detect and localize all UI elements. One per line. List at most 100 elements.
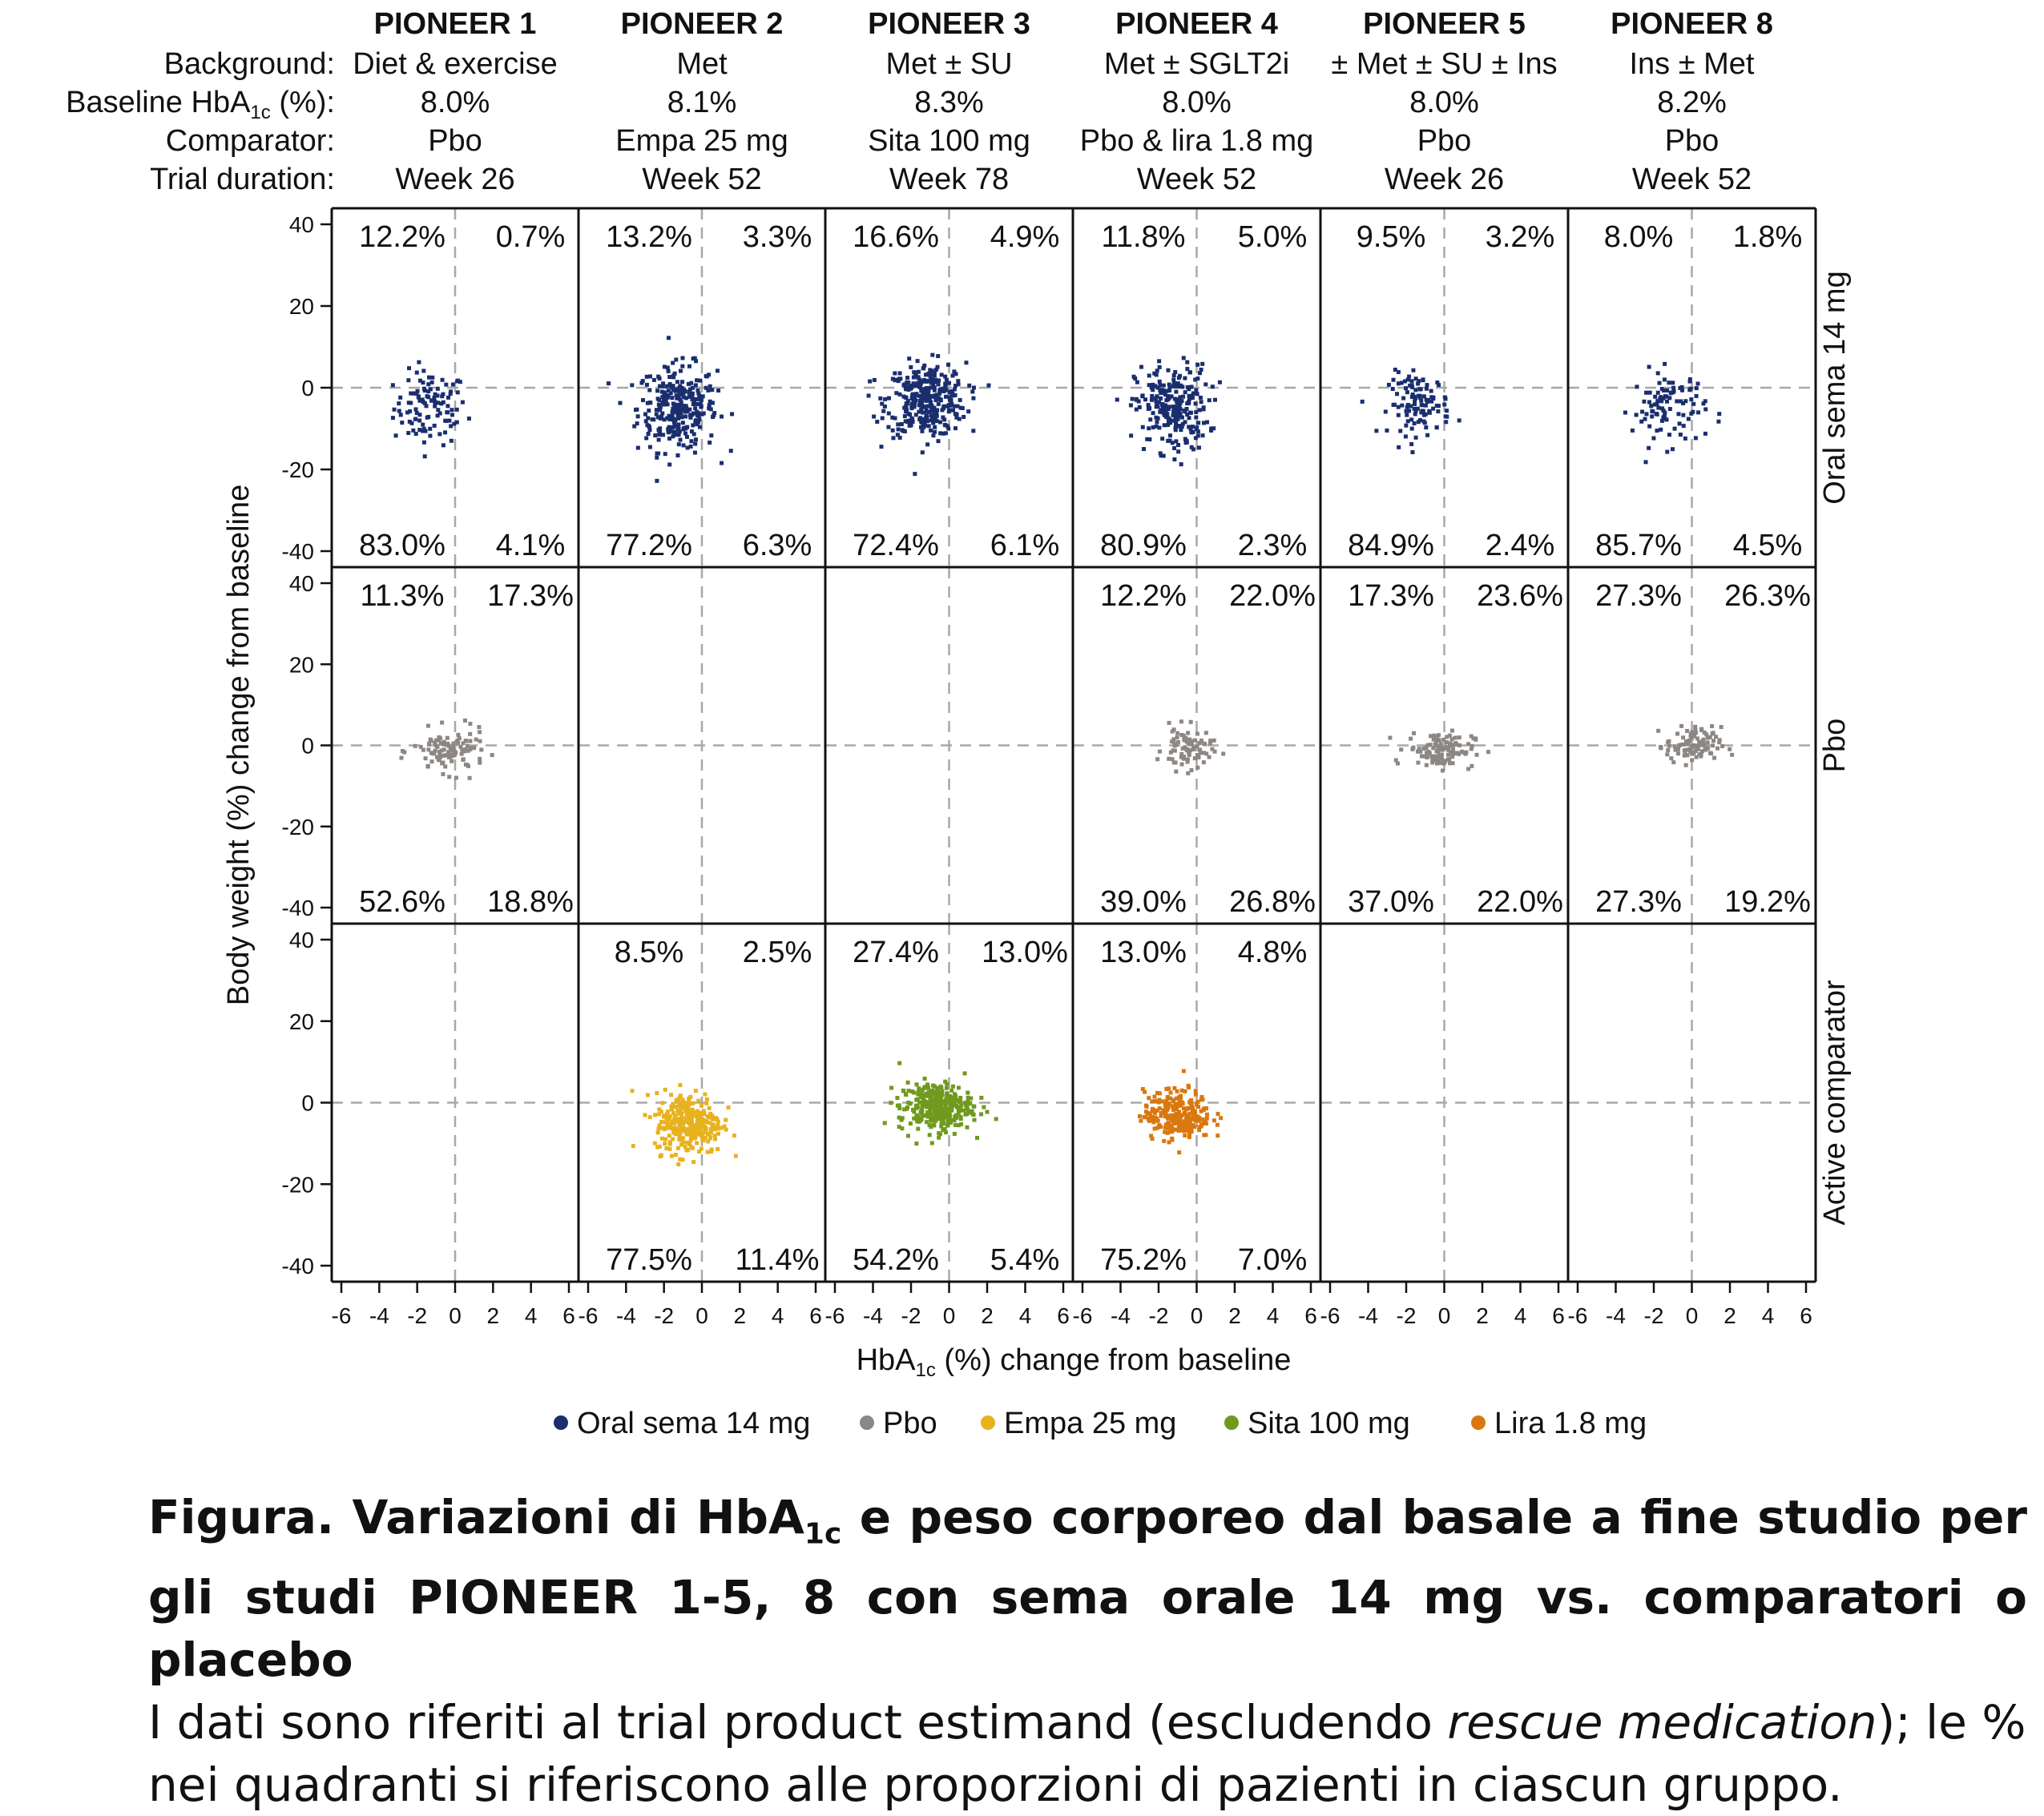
- scatter-point: [1644, 412, 1649, 417]
- scatter-point: [1704, 732, 1709, 737]
- scatter-point: [1448, 741, 1453, 746]
- scatter-point: [478, 756, 482, 761]
- scatter-point: [1693, 749, 1698, 754]
- scatter-point: [1172, 1127, 1177, 1132]
- scatter-point: [1686, 417, 1691, 421]
- quadrant-label-bottom-left: 77.2%: [606, 529, 692, 562]
- scatter-point: [420, 397, 425, 402]
- scatter-point: [699, 1103, 704, 1108]
- scatter-point: [936, 354, 941, 359]
- scatter-point: [936, 1116, 941, 1121]
- scatter-point: [966, 409, 971, 414]
- header-label-comparator: Comparator:: [166, 124, 335, 158]
- scatter-point: [666, 336, 671, 340]
- scatter-point: [1190, 425, 1195, 429]
- scatter-point: [1195, 425, 1199, 430]
- scatter-point: [674, 433, 679, 437]
- scatter-point: [693, 1089, 698, 1093]
- scatter-point: [414, 410, 419, 415]
- scatter-point: [939, 1101, 944, 1105]
- x-axis-title-prefix: HbA: [857, 1343, 917, 1377]
- scatter-point: [694, 1132, 699, 1137]
- scatter-point: [692, 1136, 697, 1141]
- scatter-point: [1140, 393, 1145, 398]
- scatter-point: [868, 379, 873, 384]
- scatter-point: [1661, 409, 1666, 413]
- scatter-point: [1424, 763, 1429, 767]
- scatter-point: [897, 392, 902, 397]
- scatter-point: [917, 409, 921, 414]
- x-tick-label: -4: [863, 1303, 883, 1328]
- scatter-point: [450, 382, 455, 387]
- scatter-point: [405, 410, 410, 415]
- scatter-point: [947, 397, 952, 402]
- scatter-point: [666, 384, 671, 389]
- legend-item-oral-sema-14-mg: Oral sema 14 mg: [554, 1407, 810, 1440]
- scatter-point: [421, 400, 425, 405]
- scatter-point: [654, 412, 659, 417]
- scatter-point: [920, 1109, 925, 1113]
- scatter-point: [1157, 425, 1162, 430]
- scatter-point: [1189, 385, 1194, 389]
- scatter-point: [466, 416, 471, 421]
- scatter-point: [1444, 420, 1449, 425]
- scatter-point: [658, 433, 663, 437]
- scatter-point: [1183, 1119, 1188, 1124]
- scatter-point: [947, 1111, 952, 1116]
- scatter-point: [1176, 1109, 1181, 1114]
- scatter-point: [478, 760, 482, 765]
- scatter-point: [1399, 747, 1404, 752]
- scatter-point: [684, 1112, 689, 1117]
- scatter-point: [1181, 733, 1186, 738]
- scatter-point: [1413, 401, 1417, 406]
- scatter-point: [929, 1112, 933, 1117]
- scatter-point: [923, 1085, 928, 1089]
- scatter-point: [712, 1133, 717, 1138]
- scatter-point: [925, 442, 930, 447]
- scatter-point: [678, 408, 683, 413]
- scatter-point: [1707, 751, 1712, 755]
- scatter-point: [1171, 737, 1176, 742]
- scatter-point: [708, 1129, 713, 1134]
- scatter-point: [1199, 739, 1203, 743]
- scatter-point: [932, 373, 937, 378]
- scatter-point: [1659, 399, 1664, 404]
- scatter-point: [681, 1125, 686, 1130]
- legend-label: Oral sema 14 mg: [577, 1407, 810, 1440]
- scatter-point: [1404, 409, 1409, 413]
- scatter-point: [1150, 1109, 1155, 1113]
- scatter-point: [681, 427, 686, 432]
- scatter-point: [1171, 1118, 1175, 1123]
- scatter-point: [928, 400, 933, 405]
- scatter-point: [426, 395, 431, 400]
- scatter-point: [1445, 752, 1450, 757]
- scatter-point: [916, 1126, 921, 1131]
- scatter-point: [927, 409, 932, 414]
- scatter-point: [1168, 1090, 1173, 1095]
- scatter-point: [1689, 411, 1694, 416]
- scatter-point: [716, 1123, 720, 1128]
- scatter-point: [460, 400, 465, 405]
- scatter-point: [939, 1121, 944, 1125]
- scatter-point: [1154, 396, 1159, 401]
- scatter-point: [1195, 765, 1200, 770]
- scatter-point: [697, 1126, 702, 1131]
- scatter-point: [915, 359, 920, 364]
- scatter-point: [435, 744, 440, 749]
- x-tick-label: -6: [1320, 1303, 1340, 1328]
- scatter-point: [921, 1096, 925, 1101]
- quadrant-label-top-right: 2.5%: [743, 936, 812, 969]
- scatter-point: [666, 430, 671, 435]
- scatter-point: [421, 747, 425, 752]
- x-tick-label: -6: [579, 1303, 599, 1328]
- scatter-point: [1167, 1129, 1171, 1134]
- scatter-point: [1177, 424, 1182, 429]
- x-tick-label: -6: [332, 1303, 352, 1328]
- scatter-point: [448, 755, 453, 759]
- scatter-point: [693, 397, 698, 401]
- scatter-point: [687, 1121, 692, 1126]
- quadrant-label-top-left: 13.2%: [606, 220, 692, 254]
- scatter-point: [437, 749, 442, 754]
- scatter-point: [1174, 1112, 1179, 1117]
- scatter-point: [678, 1093, 683, 1098]
